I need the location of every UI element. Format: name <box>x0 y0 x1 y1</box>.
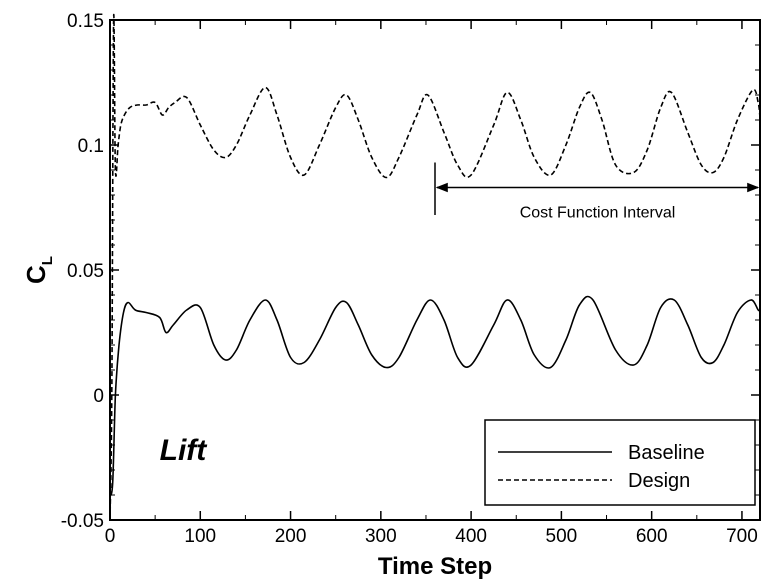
legend-label-baseline: Baseline <box>628 442 705 464</box>
x-tick-label: 400 <box>455 526 487 547</box>
y-axis-title: CL <box>21 256 56 284</box>
x-tick-label: 300 <box>365 526 397 547</box>
svg-text:CL: CL <box>21 256 56 284</box>
y-axis-title-main: C <box>21 265 51 284</box>
x-tick-label: 0 <box>105 526 116 547</box>
legend: Baseline Design <box>484 419 756 506</box>
interval-label: Cost Function Interval <box>520 205 676 222</box>
y-tick-label: -0.05 <box>61 511 104 532</box>
lift-label: Lift <box>160 434 209 467</box>
y-ticks: -0.05 0 0.05 0.1 0.15 <box>61 11 760 532</box>
legend-box <box>484 419 756 506</box>
y-tick-label: 0.1 <box>78 136 104 157</box>
x-tick-label: 200 <box>275 526 307 547</box>
y-tick-label: 0.15 <box>67 11 104 32</box>
legend-label-design: Design <box>628 470 690 492</box>
x-axis-title: Time Step <box>378 553 492 580</box>
cost-function-annotation: Cost Function Interval <box>434 162 760 222</box>
y-tick-label: 0.05 <box>67 261 104 282</box>
series-line-baseline <box>109 295 761 496</box>
series-layer <box>109 14 761 521</box>
y-tick-label: 0 <box>93 386 104 407</box>
x-tick-label: 600 <box>636 526 668 547</box>
x-ticks: 0 100 200 300 400 500 600 700 <box>105 20 758 547</box>
series-line-design <box>109 14 761 521</box>
x-tick-label: 500 <box>546 526 578 547</box>
x-tick-label: 100 <box>184 526 216 547</box>
x-tick-label: 700 <box>726 526 758 547</box>
y-axis-title-sub: L <box>39 256 56 265</box>
